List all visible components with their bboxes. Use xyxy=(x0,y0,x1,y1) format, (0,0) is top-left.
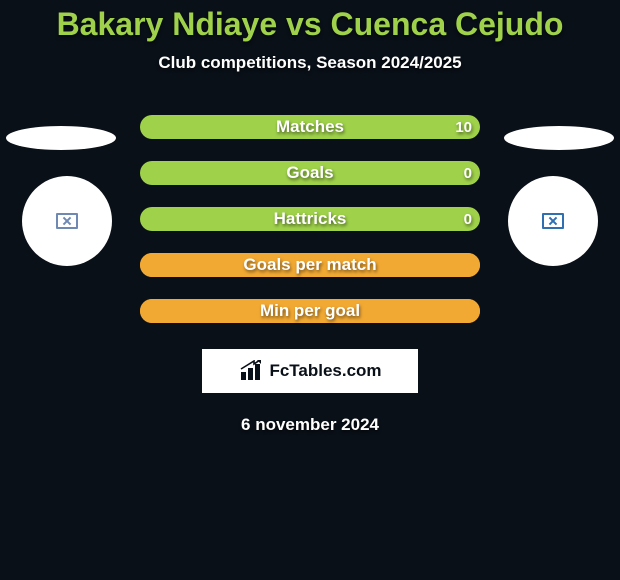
stat-label: Matches xyxy=(140,115,480,139)
stat-label: Goals per match xyxy=(140,253,480,277)
brand-badge: FcTables.com xyxy=(202,349,418,393)
stat-bar: Hattricks 0 xyxy=(140,207,480,231)
stat-label: Min per goal xyxy=(140,299,480,323)
player-right-ellipse xyxy=(504,126,614,150)
player-left-ellipse xyxy=(6,126,116,150)
page-root: Bakary Ndiaye vs Cuenca Cejudo Club comp… xyxy=(0,0,620,580)
page-title: Bakary Ndiaye vs Cuenca Cejudo xyxy=(0,6,620,43)
placeholder-image-icon xyxy=(542,213,564,229)
player-left-avatar xyxy=(22,176,112,266)
stat-right-value: 0 xyxy=(464,161,472,185)
stat-right-value: 0 xyxy=(464,207,472,231)
stat-bar: Matches 10 xyxy=(140,115,480,139)
placeholder-image-icon xyxy=(56,213,78,229)
stat-label: Hattricks xyxy=(140,207,480,231)
player-right-avatar xyxy=(508,176,598,266)
brand-text: FcTables.com xyxy=(269,361,381,381)
arrow-up-icon xyxy=(240,360,262,370)
stat-bar: Goals 0 xyxy=(140,161,480,185)
stat-bar: Min per goal xyxy=(140,299,480,323)
stat-bar: Goals per match xyxy=(140,253,480,277)
bar-chart-icon xyxy=(238,362,262,380)
date-text: 6 november 2024 xyxy=(0,415,620,435)
stat-right-value: 10 xyxy=(455,115,472,139)
stat-label: Goals xyxy=(140,161,480,185)
page-subtitle: Club competitions, Season 2024/2025 xyxy=(0,53,620,73)
